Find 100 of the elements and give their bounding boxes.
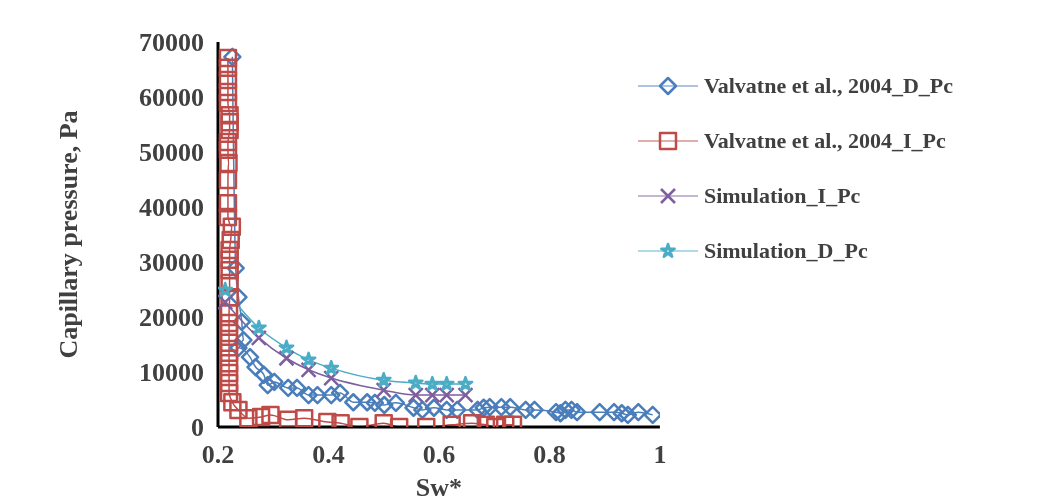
y-tick-label: 50000: [139, 138, 204, 168]
point: [278, 339, 295, 355]
point: [294, 408, 314, 427]
point: [219, 153, 238, 173]
point: [251, 407, 271, 427]
point: [590, 402, 609, 422]
legend-label: Valvatne et al., 2004_D_Pc: [703, 72, 953, 99]
point: [500, 397, 520, 417]
point: [516, 400, 535, 420]
point: [219, 343, 239, 362]
point: [278, 378, 298, 398]
point: [218, 58, 238, 78]
point: [438, 375, 455, 392]
y-axis-title: Capillary pressure, Pa: [54, 110, 84, 359]
point: [424, 386, 441, 404]
point: [220, 113, 239, 132]
point: [323, 359, 340, 376]
legend-label: Simulation_D_Pc: [703, 237, 868, 264]
point: [321, 385, 341, 405]
point: [556, 400, 575, 420]
point: [546, 402, 566, 422]
point: [551, 404, 570, 423]
y-tick-label: 20000: [139, 303, 204, 333]
x-tick-label: 0.6: [422, 440, 456, 470]
point: [375, 395, 394, 415]
point: [229, 400, 248, 420]
point: [308, 385, 327, 405]
point: [246, 357, 265, 377]
point: [220, 250, 239, 270]
point: [457, 375, 474, 392]
point: [567, 402, 587, 422]
point: [219, 353, 239, 373]
point: [474, 398, 493, 417]
point: [375, 372, 392, 388]
y-tick-label: 0: [191, 413, 204, 443]
point: [220, 240, 239, 260]
y-tick-label: 10000: [139, 358, 204, 388]
point: [220, 261, 239, 280]
y-tick-label: 30000: [139, 248, 204, 278]
point: [386, 393, 406, 413]
point: [525, 400, 544, 420]
point: [562, 400, 581, 420]
point: [219, 323, 239, 343]
point: [424, 375, 441, 392]
point: [265, 372, 284, 392]
y-tick-label: 70000: [139, 28, 204, 58]
point: [407, 386, 424, 404]
x-axis-title: Sw*: [415, 473, 463, 500]
point: [365, 393, 385, 413]
x-tick-label: 0.8: [533, 440, 566, 470]
point: [424, 398, 444, 417]
point: [218, 207, 238, 227]
point: [618, 405, 638, 425]
point: [218, 140, 238, 160]
point: [438, 386, 455, 404]
legend-label: Valvatne et al., 2004_I_Pc: [703, 127, 946, 154]
y-tick-label: 40000: [139, 193, 204, 223]
x-tick-label: 1: [653, 440, 667, 470]
point: [218, 48, 238, 68]
x-tick-label: 0.4: [312, 440, 345, 470]
point: [330, 383, 350, 403]
point: [492, 397, 511, 417]
point: [299, 385, 318, 405]
point: [218, 93, 238, 113]
point: [261, 405, 280, 425]
point: [240, 347, 260, 367]
point: [258, 375, 277, 395]
point: [344, 393, 363, 412]
point: [604, 402, 624, 422]
point: [220, 120, 239, 140]
point: [219, 363, 239, 383]
point: [218, 281, 234, 297]
point: [218, 170, 238, 190]
point: [218, 82, 238, 102]
point: [219, 373, 239, 393]
point: [218, 193, 238, 213]
point: [219, 333, 239, 353]
point: [218, 132, 238, 152]
point: [239, 408, 258, 427]
point: [287, 378, 307, 398]
point: [223, 393, 242, 412]
point: [629, 402, 648, 422]
point: [404, 398, 423, 417]
point: [218, 293, 234, 311]
point: [357, 393, 377, 412]
point: [612, 404, 632, 423]
point: [219, 383, 239, 403]
point: [480, 397, 500, 417]
point: [643, 405, 660, 425]
point: [221, 230, 240, 250]
point: [250, 319, 267, 335]
point: [407, 374, 424, 390]
point: [218, 70, 238, 90]
point: [222, 217, 242, 237]
point: [300, 351, 317, 367]
y-tick-label: 60000: [139, 83, 204, 113]
legend-label: Simulation_I_Pc: [703, 182, 861, 209]
point: [254, 365, 274, 384]
point: [219, 313, 239, 333]
point: [413, 400, 432, 420]
